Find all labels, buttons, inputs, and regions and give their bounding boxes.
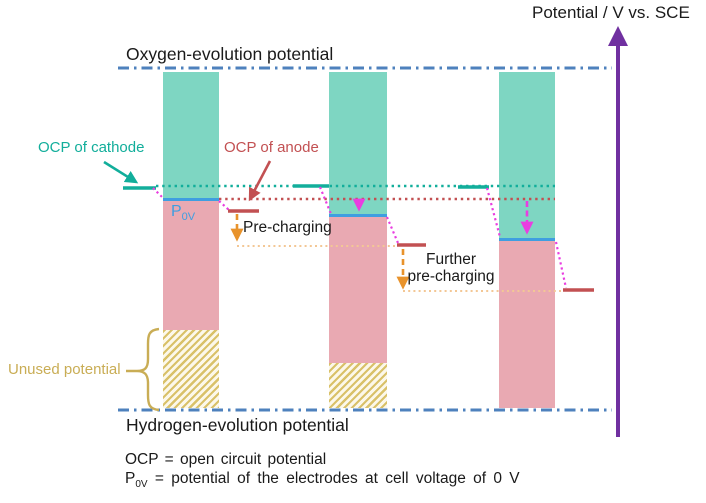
p0v-label-base: P — [171, 203, 182, 220]
unused-potential-brace — [126, 327, 160, 412]
cathode-label-arrow — [103, 160, 139, 184]
further-label-line2: pre-charging — [407, 267, 495, 285]
anode-label-arrow — [248, 160, 272, 202]
pre-charging-label: Pre-charging — [243, 219, 332, 236]
cell1-cathode-region — [163, 72, 219, 198]
p0v-label-sub: 0V — [181, 211, 196, 224]
hydrogen-evolution-label: Hydrogen-evolution potential — [126, 415, 349, 435]
cell2-p0v-line — [329, 214, 387, 218]
ocp-of-cathode-label: OCP of cathode — [38, 139, 145, 156]
shift-path-cell3-anode — [554, 241, 568, 289]
p0v-label: P0V — [171, 203, 195, 223]
shift-path-cell2-anode — [385, 216, 400, 244]
cell2-unused-potential-hatch — [329, 363, 387, 408]
cell2-cathode-region — [329, 72, 387, 214]
further-pre-charging-label: Further pre-charging — [404, 251, 498, 285]
unused-potential-label: Unused potential — [8, 361, 121, 378]
cell3-cathode-region — [499, 72, 555, 238]
cell1-unused-potential-hatch — [163, 330, 219, 408]
axis-label: Potential / V vs. SCE — [532, 3, 690, 22]
cell1-anode-region — [163, 201, 219, 330]
cell1-p0v-line — [163, 198, 219, 202]
legend-p0v-sub: 0V — [135, 479, 148, 491]
cell2-anode-region — [329, 217, 387, 363]
legend-p0v-rest: = potential of the electrodes at cell vo… — [147, 470, 520, 487]
legend-ocp-definition: OCP = open circuit potential — [125, 451, 327, 468]
legend-p0v-base: P — [125, 470, 136, 487]
legend-p0v-definition: P0V = potential of the electrodes at cel… — [125, 470, 520, 490]
shift-path-cell1-anode — [218, 200, 230, 211]
further-label-line1: Further — [426, 251, 476, 268]
cell3-p0v-line — [499, 238, 555, 242]
cell3-anode-region — [499, 241, 555, 408]
ocp-of-anode-label: OCP of anode — [224, 139, 319, 156]
oxygen-evolution-label: Oxygen-evolution potential — [126, 44, 334, 64]
